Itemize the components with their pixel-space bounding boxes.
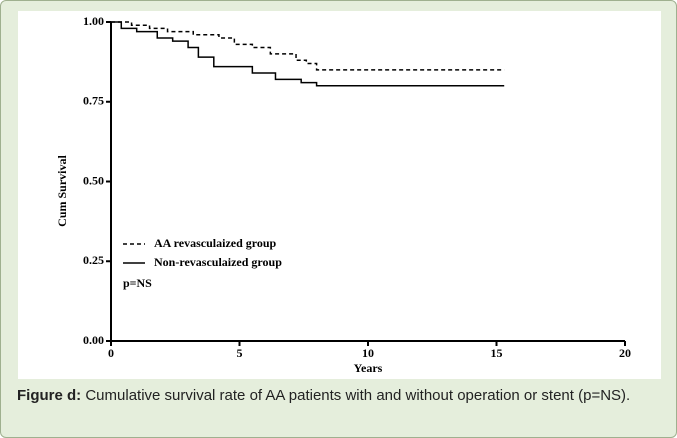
x-tick-label: 10 xyxy=(362,346,374,360)
x-axis-label: Years xyxy=(354,361,383,375)
survival-line xyxy=(111,21,505,87)
y-tick-label: 0.25 xyxy=(83,253,104,267)
y-tick-label: 0.00 xyxy=(83,333,104,347)
legend-label: Non-revasculaized group xyxy=(154,255,282,269)
caption-label: Figure d: xyxy=(17,387,82,404)
x-tick-label: 20 xyxy=(619,346,631,360)
annotation: p=NS xyxy=(123,276,152,290)
caption-text: Cumulative survival rate of AA patients … xyxy=(85,387,631,404)
y-tick-label: 0.75 xyxy=(83,94,104,108)
x-tick-label: 5 xyxy=(237,346,243,360)
chart: Years Cum Survival 0.00 0.25 0.50 0.75 1.00 0… xyxy=(18,11,661,379)
chart-background xyxy=(18,11,661,379)
caption: Figure d: Cumulative survival rate of AA… xyxy=(17,385,667,407)
y-tick-label: 0.50 xyxy=(83,173,104,187)
y-tick-label: 1.00 xyxy=(83,14,104,28)
legend-label: AA revasculaized group xyxy=(154,236,277,250)
x-tick-label: 15 xyxy=(491,346,503,360)
survival-line xyxy=(111,21,505,71)
y-axis-label: Cum Survival xyxy=(55,155,69,227)
x-tick-label: 0 xyxy=(108,346,114,360)
